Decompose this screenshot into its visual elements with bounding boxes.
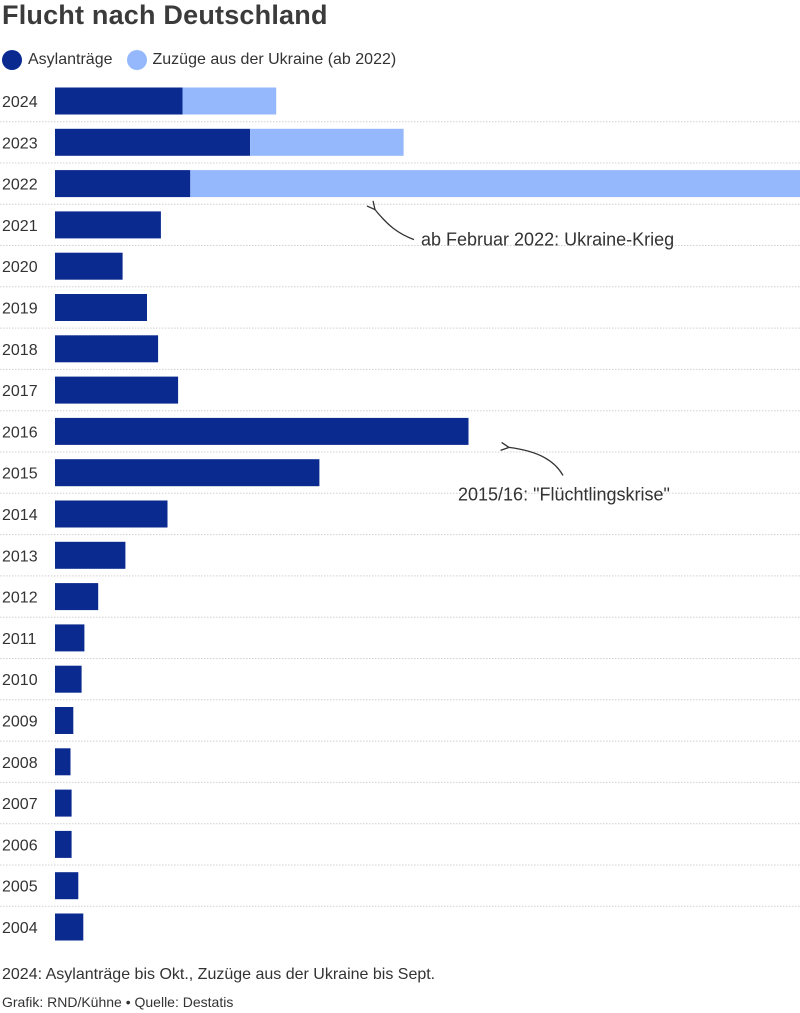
footnote: 2024: Asylanträge bis Okt., Zuzüge aus d… [2,966,436,983]
chart-title: Flucht nach Deutschland [2,0,328,30]
bar-asyl [55,583,99,611]
category-label: 2013 [2,548,38,565]
bar-asyl [55,335,159,363]
legend-item-asyl: Asylanträge [2,50,113,70]
bar-asyl [55,872,79,900]
bar-asyl [55,376,179,404]
legend-item-ukraine: Zuzüge aus der Ukraine (ab 2022) [126,50,397,70]
annotation-arrow-krise [509,447,564,476]
bar-asyl [55,459,320,487]
category-label: 2018 [2,342,38,359]
category-label: 2009 [2,714,38,731]
bar-asyl [55,748,71,776]
bar-ukraine [190,170,800,198]
bar-asyl [55,211,161,239]
category-label: 2024 [2,94,38,111]
bar-ukraine [182,87,277,115]
bar-asyl [55,87,183,115]
source-credit: Grafik: RND/Kühne • Quelle: Destatis [2,994,234,1010]
category-label: 2022 [2,177,38,194]
annotation-ukraine: ab Februar 2022: Ukraine-Krieg [421,230,674,250]
category-label: 2007 [2,796,38,813]
category-label: 2008 [2,755,38,772]
annotation-arrow-ukraine [375,210,415,241]
category-label: 2005 [2,879,38,896]
bar-asyl [55,830,72,858]
bar-asyl [55,913,84,941]
bar-asyl [55,294,147,321]
bar-asyl [55,170,191,198]
category-label: 2014 [2,507,38,524]
category-label: 2020 [2,259,38,276]
legend-swatch-ukraine [126,50,147,70]
bar-asyl [55,417,469,445]
bar-ukraine [250,128,404,156]
bar-asyl [55,541,126,569]
annotation-krise: 2015/16: "Flüchtlingskrise" [458,484,670,504]
category-label: 2006 [2,837,38,854]
category-label: 2021 [2,218,38,235]
legend-label-ukraine: Zuzüge aus der Ukraine (ab 2022) [152,51,397,68]
category-label: 2011 [2,631,37,648]
legend: Asylanträge Zuzüge aus der Ukraine (ab 2… [2,50,410,70]
bar-asyl [55,665,82,693]
category-label: 2015 [2,466,38,483]
legend-swatch-asyl [2,50,22,70]
category-label: 2004 [2,920,38,937]
bar-asyl [55,128,251,156]
bar-asyl [55,252,123,280]
bar-asyl [55,789,72,817]
category-label: 2019 [2,301,38,318]
category-label: 2023 [2,135,38,152]
category-label: 2016 [2,424,38,441]
bar-asyl [55,624,85,652]
category-label: 2010 [2,672,38,689]
bar-asyl [55,500,168,528]
bar-asyl [55,707,74,734]
legend-label-asyl: Asylanträge [28,51,113,68]
bar-chart: 2024 2023 2022 2021 2020 2019 2018 2017 2016 2015… [0,87,800,941]
category-label: 2012 [2,590,38,607]
category-label: 2017 [2,383,38,400]
